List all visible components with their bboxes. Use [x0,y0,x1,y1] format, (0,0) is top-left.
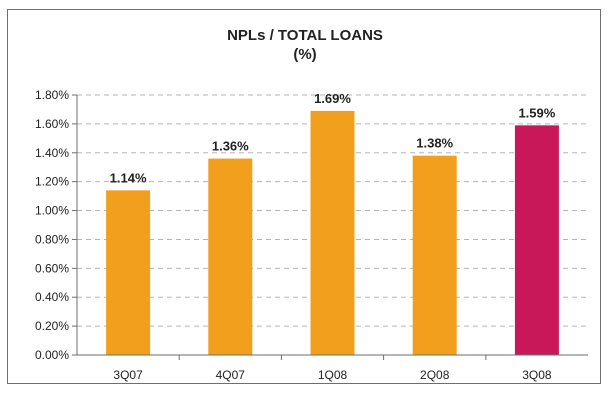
y-tick-label: 0.80% [35,232,69,246]
bar [106,190,151,355]
y-tick-label: 1.40% [35,146,69,160]
labels: 0.00% 0.20% 0.40% 0.60% 0.80% 1.00% 1.20% 1.40%… [35,88,556,382]
y-tick-label: 0.20% [35,319,69,333]
chart-subtitle: (%) [293,46,317,63]
chart-title-block: NPLs / TOTAL LOANS (%) [8,26,602,64]
data-label: 1.38% [416,136,453,151]
bar [310,110,355,355]
data-label: 1.69% [314,91,351,106]
y-tick-label: 1.60% [35,117,69,131]
axes [72,94,588,360]
x-tick-label: 1Q08 [318,368,348,382]
y-tick-label: 0.40% [35,290,69,304]
y-tick-label: 1.20% [35,175,69,189]
data-label: 1.14% [110,170,147,185]
chart-title: NPLs / TOTAL LOANS [227,27,383,44]
y-tick-label: 1.80% [35,88,69,102]
data-label: 1.36% [212,139,249,154]
y-tick-label: 0.00% [35,348,69,362]
data-label: 1.59% [518,105,555,120]
x-tick-label: 2Q08 [420,368,450,382]
x-tick-label: 4Q07 [216,368,246,382]
y-tick-label: 0.60% [35,261,69,275]
x-tick-label: 3Q08 [522,368,552,382]
bars [106,110,559,355]
bar [514,125,559,355]
x-tick-label: 3Q07 [113,368,143,382]
bar [208,158,253,355]
bar [412,155,457,355]
y-tick-label: 1.00% [35,204,69,218]
chart-frame: NPLs / TOTAL LOANS (%) [7,9,601,384]
